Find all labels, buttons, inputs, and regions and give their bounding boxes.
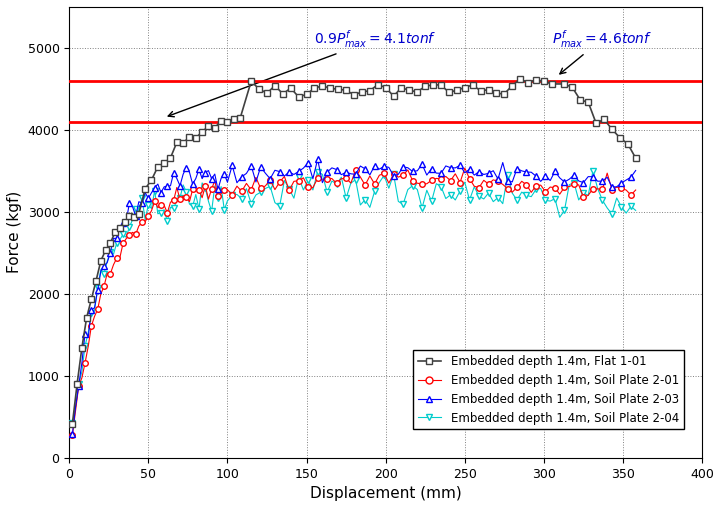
Y-axis label: Force (kgf): Force (kgf) bbox=[7, 191, 22, 273]
Text: $0.9P^f_{max}=4.1tonf$: $0.9P^f_{max}=4.1tonf$ bbox=[168, 28, 437, 117]
X-axis label: Displacement (mm): Displacement (mm) bbox=[310, 486, 461, 501]
Legend: Embedded depth 1.4m, Flat 1-01, Embedded depth 1.4m, Soil Plate 2-01, Embedded d: Embedded depth 1.4m, Flat 1-01, Embedded… bbox=[413, 350, 684, 429]
Text: $P^f_{max}=4.6tonf$: $P^f_{max}=4.6tonf$ bbox=[552, 28, 653, 74]
